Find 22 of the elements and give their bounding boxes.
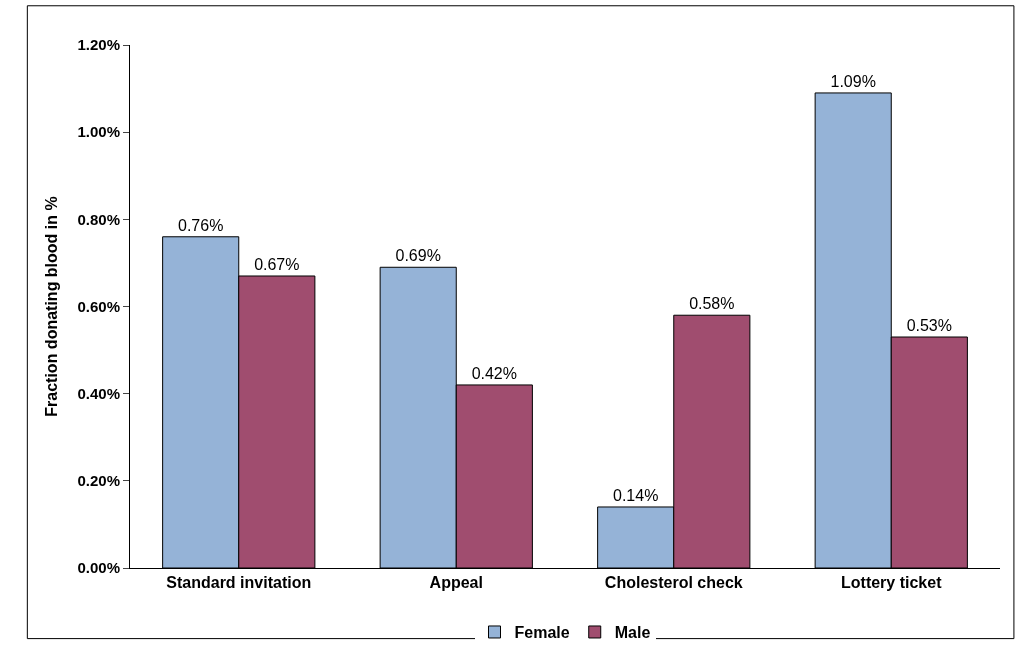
- legend-label: Female: [514, 624, 570, 642]
- data-label: 0.42%: [471, 364, 517, 382]
- y-tick-label: 0.40%: [77, 384, 120, 402]
- legend-label: Male: [614, 624, 651, 642]
- x-tick-label: Lottery ticket: [841, 574, 943, 592]
- y-tick-label: 0.00%: [77, 559, 120, 577]
- y-tick-label: 0.80%: [77, 210, 120, 228]
- data-label: 0.53%: [906, 317, 952, 335]
- data-label: 1.09%: [830, 72, 876, 90]
- x-tick-label: Appeal: [429, 574, 483, 592]
- data-label: 0.76%: [178, 216, 224, 234]
- data-label: 0.67%: [254, 255, 300, 273]
- y-tick-label: 0.20%: [77, 472, 120, 490]
- y-tick-label: 1.20%: [77, 36, 120, 54]
- data-label: 0.58%: [689, 295, 735, 313]
- y-axis-title: Fraction donating blood in %: [43, 196, 61, 417]
- x-tick-label: Standard invitation: [166, 574, 312, 592]
- y-tick-label: 0.60%: [77, 297, 120, 315]
- y-tick-label: 1.00%: [77, 123, 120, 141]
- data-label: 0.14%: [613, 486, 659, 504]
- x-tick-label: Cholesterol check: [604, 574, 743, 592]
- data-label: 0.69%: [395, 247, 441, 265]
